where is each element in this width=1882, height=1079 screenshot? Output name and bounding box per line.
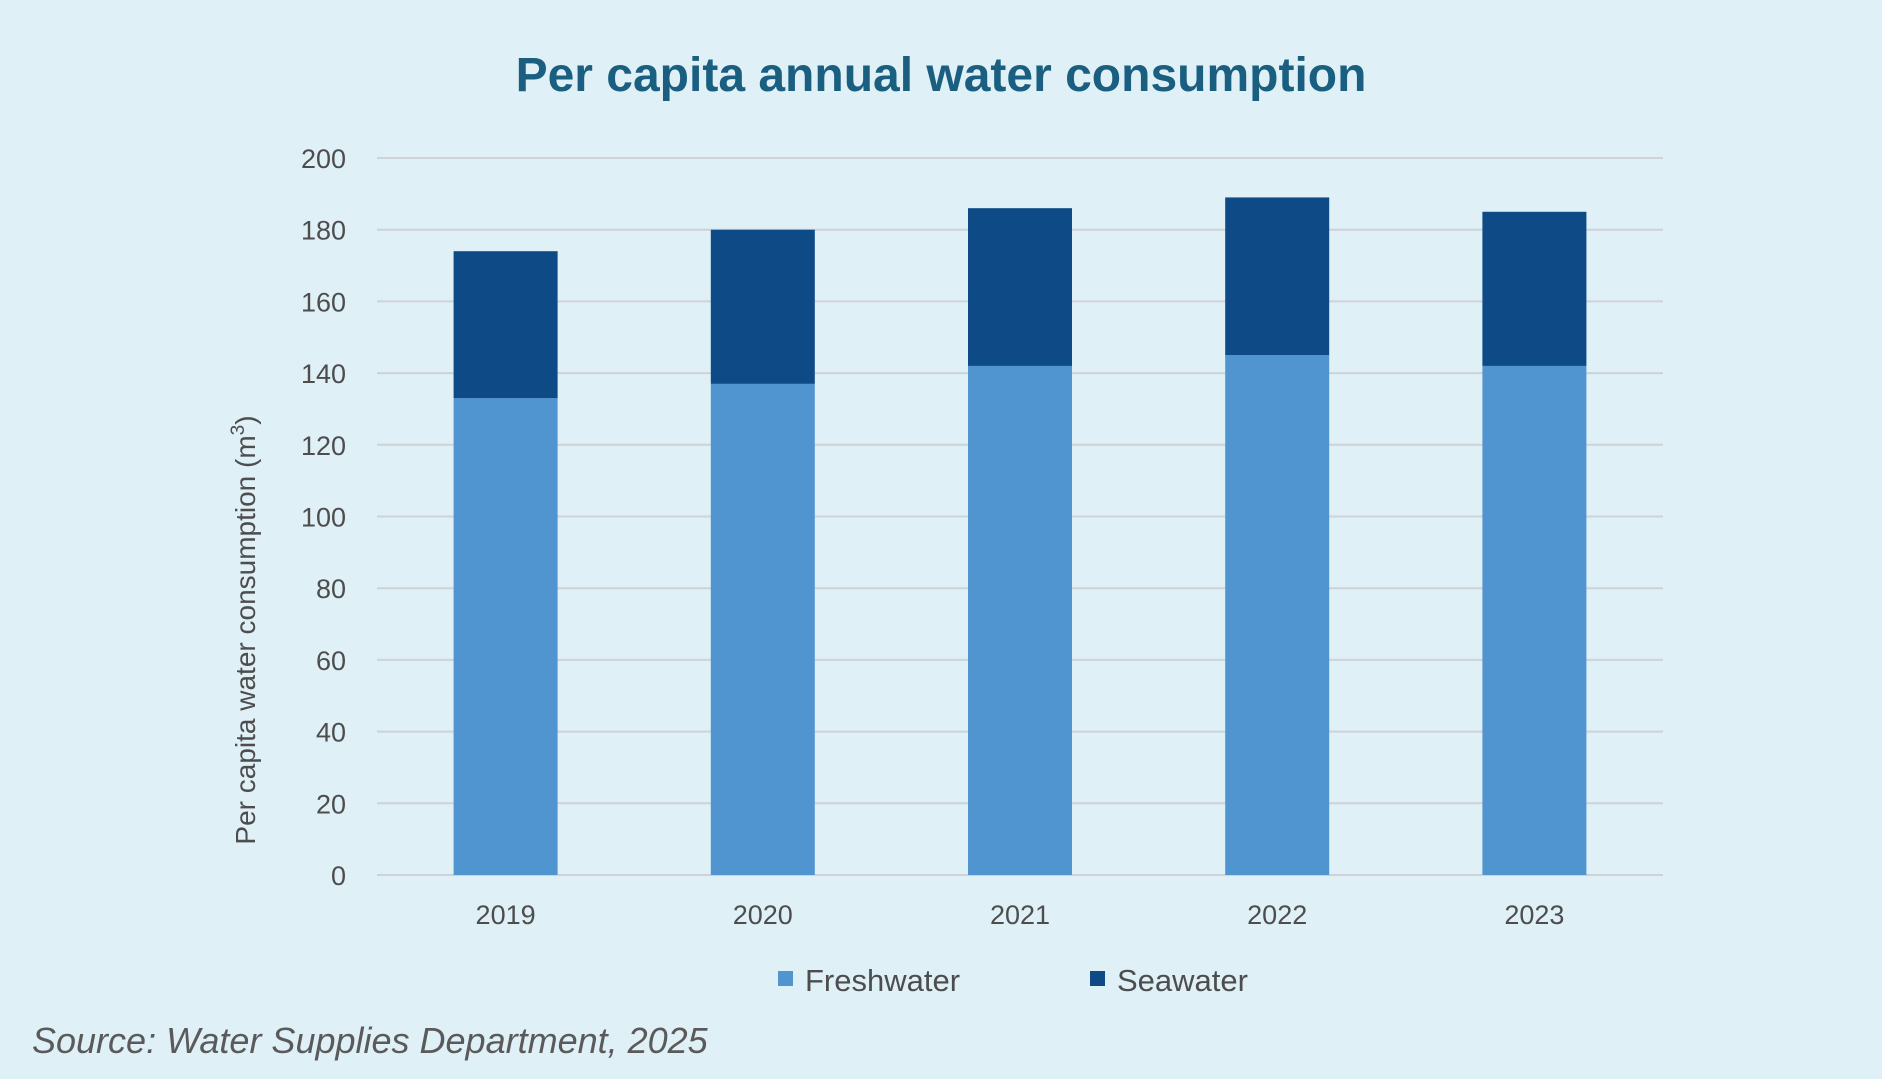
bar-freshwater-2021	[968, 365, 1072, 875]
legend-label-seawater: Seawater	[1117, 963, 1248, 998]
bar-freshwater-2019	[453, 398, 558, 875]
bar-seawater-2019	[453, 251, 558, 399]
bar-seawater-2022	[1225, 197, 1330, 356]
y-tick-label: 180	[301, 216, 346, 246]
y-tick-label: 140	[301, 359, 346, 389]
chart-area: 0 20 40 60 80 100 120 140 160 180 200 2019 2020 2021…	[228, 144, 1663, 998]
bar-seawater-2023	[1482, 211, 1587, 366]
y-tick-label: 80	[316, 574, 346, 604]
y-tick-label: 160	[301, 287, 346, 317]
bars	[453, 197, 1587, 875]
x-tick-label: 2022	[1247, 900, 1307, 930]
bar-freshwater-2023	[1482, 365, 1587, 875]
x-tick-label: 2019	[476, 900, 536, 930]
bar-seawater-2020	[710, 229, 815, 384]
x-tick-label: 2021	[990, 900, 1050, 930]
source-note: Source: Water Supplies Department, 2025	[32, 1020, 708, 1061]
y-axis-title: Per capita water consumption (m3)	[228, 415, 261, 844]
y-tick-label: 120	[301, 431, 346, 461]
legend: Freshwater Seawater	[778, 963, 1248, 998]
x-tick-label: 2023	[1504, 900, 1564, 930]
bar-freshwater-2022	[1225, 355, 1330, 875]
y-tick-label: 0	[331, 861, 346, 891]
legend-swatch-seawater	[1090, 971, 1105, 986]
y-tick-label: 100	[301, 503, 346, 533]
legend-label-freshwater: Freshwater	[805, 963, 960, 998]
bar-freshwater-2020	[710, 383, 815, 875]
x-axis-ticks: 2019 2020 2021 2022 2023	[476, 900, 1565, 930]
chart-title: Per capita annual water consumption	[515, 49, 1367, 102]
y-axis-ticks: 0 20 40 60 80 100 120 140 160 180 200	[301, 144, 346, 891]
y-tick-label: 200	[301, 144, 346, 174]
x-tick-label: 2020	[733, 900, 793, 930]
y-tick-label: 60	[316, 646, 346, 676]
bar-seawater-2021	[968, 208, 1072, 366]
y-tick-label: 40	[316, 718, 346, 748]
legend-swatch-freshwater	[778, 971, 793, 986]
y-tick-label: 20	[316, 789, 346, 819]
